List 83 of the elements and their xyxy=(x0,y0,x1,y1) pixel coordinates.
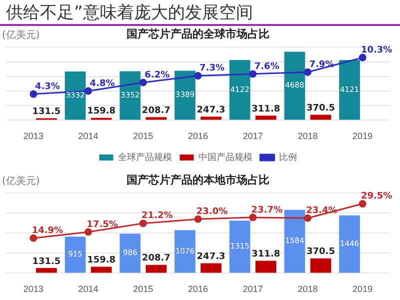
x-tick-label: 2014 xyxy=(78,284,98,294)
data-label: 311.8 xyxy=(252,250,280,260)
bar xyxy=(64,236,86,273)
x-tick-label: 2015 xyxy=(133,131,154,142)
bar xyxy=(36,268,57,273)
x-tick-label: 2014 xyxy=(78,131,98,142)
point xyxy=(194,215,202,223)
legend-label: 全球产品规模 xyxy=(118,152,172,162)
data-label: 4.8% xyxy=(90,78,115,89)
data-label: 131.5 xyxy=(32,256,61,267)
bar xyxy=(284,52,306,120)
point xyxy=(139,78,147,86)
point xyxy=(304,214,312,222)
x-tick-label: 2013 xyxy=(23,131,44,142)
x-tick-label: 2018 xyxy=(298,131,318,142)
point xyxy=(139,220,147,228)
bar xyxy=(255,260,276,273)
point xyxy=(30,90,38,98)
data-label: 14.9% xyxy=(32,226,64,236)
point xyxy=(194,72,202,80)
legend-label: 中国产品规模 xyxy=(198,152,252,162)
data-label: 23.7% xyxy=(251,205,282,216)
x-tick-label: 2016 xyxy=(188,284,208,294)
data-label: 23.4% xyxy=(306,206,338,216)
y-axis-title: (亿美元) xyxy=(2,174,40,188)
data-label: 159.8 xyxy=(87,256,116,266)
x-tick-label: 2015 xyxy=(133,284,154,294)
data-label: 159.8 xyxy=(87,106,116,117)
x-tick-label: 2019 xyxy=(352,131,373,142)
point xyxy=(249,214,257,222)
chart-title: 国产芯片产品的全球市场占比 xyxy=(126,28,270,41)
point xyxy=(358,54,366,62)
data-label: 311.8 xyxy=(252,104,280,114)
data-label: 208.7 xyxy=(142,106,170,116)
data-label: 247.3 xyxy=(196,252,226,262)
x-tick-label: 2017 xyxy=(242,284,263,294)
bar xyxy=(64,72,86,120)
x-tick-label: 2019 xyxy=(352,284,373,294)
bar xyxy=(200,116,222,120)
data-label: 370.5 xyxy=(306,104,335,114)
x-tick-label: 2018 xyxy=(298,284,318,294)
data-label: 4.3% xyxy=(34,82,60,92)
point xyxy=(30,234,38,242)
bar xyxy=(255,116,276,120)
x-tick-label: 2013 xyxy=(23,284,44,294)
data-label: 247.3 xyxy=(196,105,226,116)
data-label: 17.5% xyxy=(86,220,118,230)
data-label: 131.5 xyxy=(32,107,61,118)
x-tick-label: 2017 xyxy=(242,131,263,142)
data-label: 208.7 xyxy=(142,254,170,264)
point xyxy=(304,68,312,76)
point xyxy=(249,70,257,78)
legend-label: 比例 xyxy=(278,152,297,162)
data-label: 7.6% xyxy=(254,62,280,72)
data-label: 21.2% xyxy=(142,211,173,222)
bar xyxy=(310,258,332,273)
bar xyxy=(229,220,250,273)
data-label: 23.0% xyxy=(196,206,228,217)
bar xyxy=(310,114,332,120)
data-label: 370.5 xyxy=(306,247,335,258)
bar xyxy=(284,210,306,273)
point xyxy=(84,87,92,95)
data-label: 6.2% xyxy=(144,70,170,80)
point xyxy=(84,228,92,236)
chart-title: 国产芯片产品的本地市场占比 xyxy=(126,174,270,187)
bar xyxy=(339,215,360,273)
bar xyxy=(174,70,196,120)
bar xyxy=(339,60,360,120)
bar xyxy=(229,60,250,120)
x-tick-label: 2016 xyxy=(188,131,208,142)
bar xyxy=(120,71,141,120)
bar xyxy=(146,264,167,273)
bar xyxy=(90,266,112,273)
data-label: 10.3% xyxy=(360,45,392,56)
y-axis-title: (亿美元) xyxy=(2,28,40,42)
point xyxy=(358,200,366,208)
text: 供给不足”意味着庞大的发展空间 xyxy=(0,0,400,26)
data-label: 7.3% xyxy=(200,64,224,74)
bar xyxy=(120,234,141,273)
bar xyxy=(174,230,196,273)
bar xyxy=(146,117,167,120)
bar xyxy=(200,263,222,273)
data-label: 29.5% xyxy=(360,192,392,202)
